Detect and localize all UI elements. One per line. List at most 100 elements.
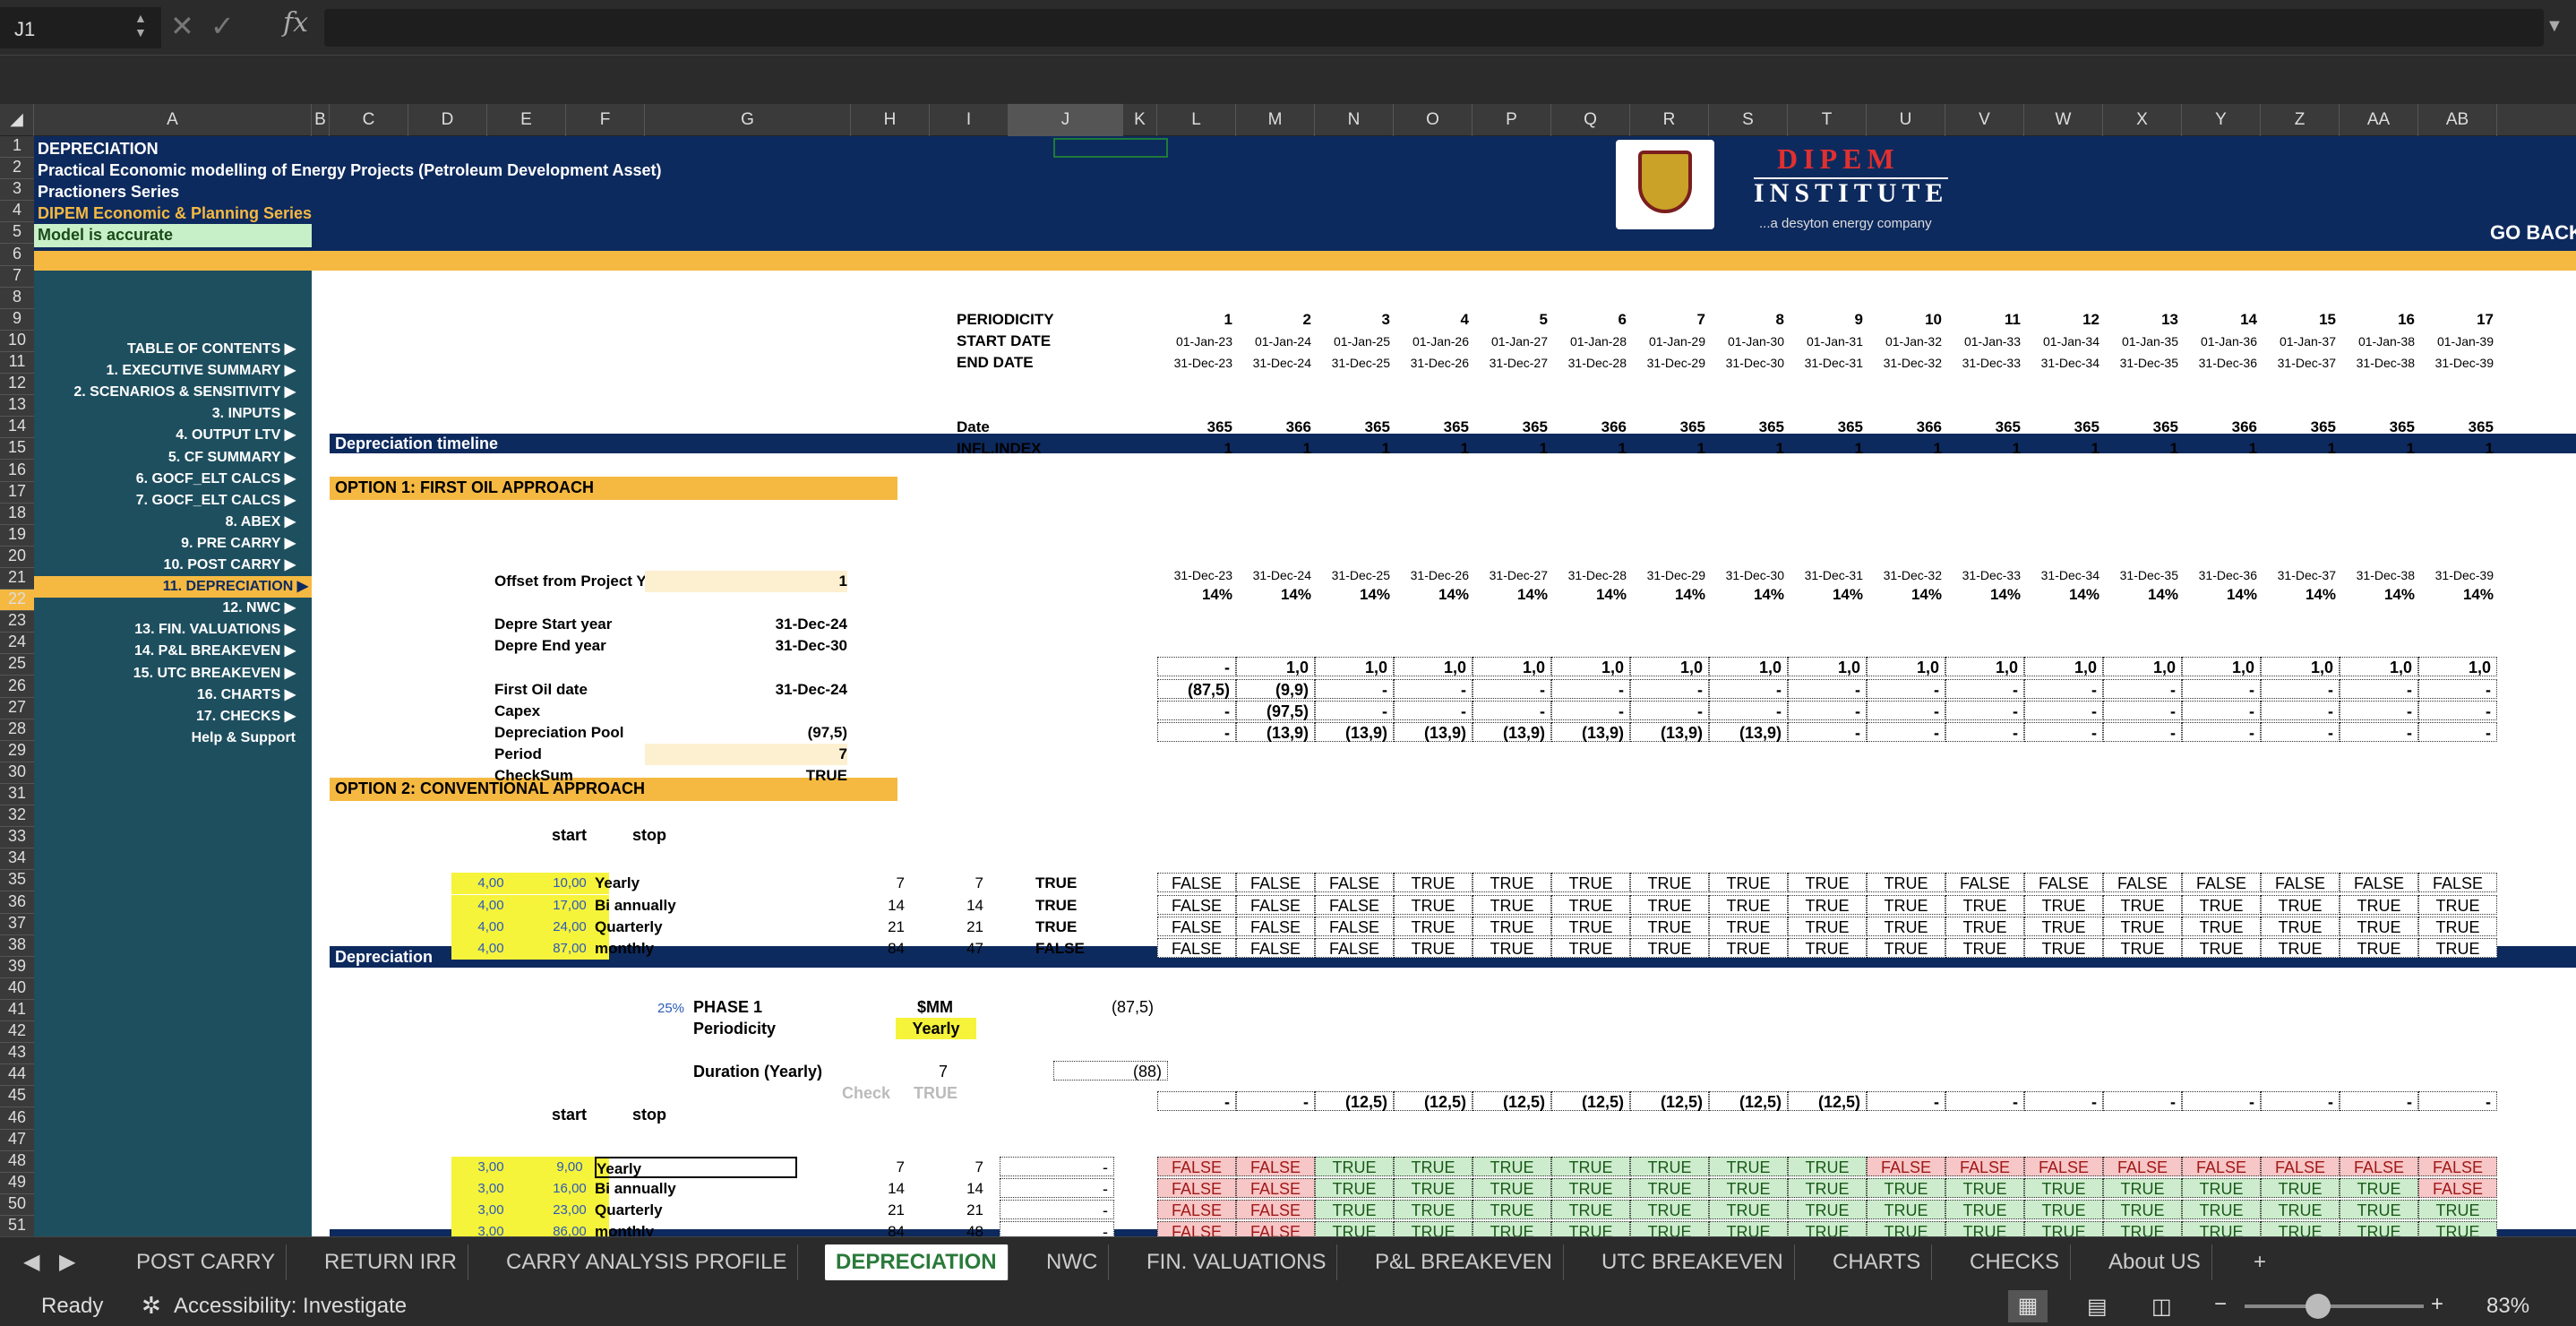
opt1-cell[interactable]: 1,0 xyxy=(1236,657,1315,677)
row-header[interactable]: 19 xyxy=(0,525,34,547)
sidebar-item[interactable]: 11. DEPRECIATION ▶ xyxy=(34,576,312,598)
dep-flag[interactable]: TRUE xyxy=(2340,1177,2418,1198)
opt2-flag[interactable]: FALSE xyxy=(1157,916,1236,936)
opt1-cell[interactable]: - xyxy=(1630,678,1709,699)
row-header[interactable]: 45 xyxy=(0,1086,34,1108)
opt1-cell[interactable]: - xyxy=(1394,678,1473,699)
opt1-cell[interactable]: - xyxy=(2182,700,2261,720)
row-header[interactable]: 43 xyxy=(0,1043,34,1065)
opt2-flag[interactable]: TRUE xyxy=(1394,916,1473,936)
opt2-flag[interactable]: TRUE xyxy=(2261,937,2340,958)
dep-flag[interactable]: TRUE xyxy=(1788,1221,1867,1236)
dep-duration-cell[interactable]: - xyxy=(1867,1091,1945,1112)
sidebar-item[interactable]: 6. GOCF_ELT CALCS ▶ xyxy=(135,470,296,486)
dep-flag[interactable]: TRUE xyxy=(1945,1177,2024,1198)
dep-flag[interactable]: TRUE xyxy=(1551,1156,1630,1176)
sidebar-item[interactable]: 10. POST CARRY ▶ xyxy=(163,557,296,573)
sidebar-item[interactable]: 8. ABEX ▶ xyxy=(225,513,296,530)
opt2-flag[interactable]: TRUE xyxy=(1473,894,1551,915)
accessibility-icon[interactable]: ✲ xyxy=(142,1292,161,1319)
row-header[interactable]: 8 xyxy=(0,288,34,309)
opt2-flag[interactable]: FALSE xyxy=(2182,873,2261,893)
dep-duration-cell[interactable]: (12,5) xyxy=(1709,1091,1788,1112)
col-header-D[interactable]: D xyxy=(408,104,487,136)
opt2-flag[interactable]: TRUE xyxy=(2261,916,2340,936)
opt1-cell[interactable]: 1,0 xyxy=(2340,657,2418,677)
dep-flag[interactable]: FALSE xyxy=(1157,1177,1236,1198)
opt1-cell[interactable]: - xyxy=(1709,678,1788,699)
col-header-G[interactable]: G xyxy=(645,104,851,136)
row-header[interactable]: 20 xyxy=(0,547,34,568)
row-header[interactable]: 21 xyxy=(0,568,34,590)
col-header-U[interactable]: U xyxy=(1867,104,1945,136)
function-icon[interactable]: fx xyxy=(283,7,309,39)
name-box-stepper-icon[interactable]: ▲ ▼ xyxy=(134,11,147,39)
dep-flag[interactable]: TRUE xyxy=(1709,1199,1788,1219)
sidebar-item[interactable]: TABLE OF CONTENTS ▶ xyxy=(127,341,296,357)
col-header-E[interactable]: E xyxy=(487,104,566,136)
dep-flag[interactable]: FALSE xyxy=(1236,1177,1315,1198)
opt2-flag[interactable]: TRUE xyxy=(2418,894,2497,915)
col-header-L[interactable]: L xyxy=(1157,104,1236,136)
opt1-cell[interactable]: 1,0 xyxy=(1709,657,1788,677)
row-header[interactable]: 44 xyxy=(0,1064,34,1087)
dep-flag[interactable]: TRUE xyxy=(1945,1199,2024,1219)
dep-duration-cell[interactable]: - xyxy=(2261,1091,2340,1112)
opt2-flag[interactable]: TRUE xyxy=(1709,894,1788,915)
zoom-in-icon[interactable]: + xyxy=(2431,1292,2444,1316)
dep-flag[interactable]: FALSE xyxy=(1157,1221,1236,1236)
row-header[interactable]: 34 xyxy=(0,848,34,871)
dep-duration-cell[interactable]: - xyxy=(2103,1091,2182,1112)
row-header[interactable]: 7 xyxy=(0,266,34,288)
row-header[interactable]: 2 xyxy=(0,158,34,180)
zoom-level[interactable]: 83% xyxy=(2486,1294,2530,1318)
dep-duration-cell[interactable]: (12,5) xyxy=(1394,1091,1473,1112)
opt1-cell[interactable]: 1,0 xyxy=(2261,657,2340,677)
row-header[interactable]: 16 xyxy=(0,461,34,482)
opt1-cell[interactable]: - xyxy=(1630,700,1709,720)
dep-duration-cell[interactable]: (12,5) xyxy=(1551,1091,1630,1112)
opt1-cell[interactable]: - xyxy=(2182,678,2261,699)
opt2-flag[interactable]: TRUE xyxy=(2024,894,2103,915)
dep-flag[interactable]: TRUE xyxy=(1630,1199,1709,1219)
sheet-tab[interactable]: CARRY ANALYSIS PROFILE xyxy=(495,1244,799,1280)
dep-duration-cell[interactable]: (12,5) xyxy=(1630,1091,1709,1112)
opt1-cell[interactable]: - xyxy=(2182,721,2261,742)
sheet-tab[interactable]: RETURN IRR xyxy=(313,1244,468,1280)
sheet-tab[interactable]: CHECKS xyxy=(1959,1244,2072,1280)
opt1-cell[interactable]: - xyxy=(2418,678,2497,699)
col-header-I[interactable]: I xyxy=(930,104,1009,136)
dep-flag[interactable]: TRUE xyxy=(1394,1156,1473,1176)
opt2-flag[interactable]: TRUE xyxy=(1867,873,1945,893)
page-layout-icon[interactable]: ▤ xyxy=(2087,1295,2108,1319)
opt2-flag[interactable]: TRUE xyxy=(2418,937,2497,958)
row-header[interactable]: 29 xyxy=(0,741,34,762)
add-sheet-icon[interactable]: + xyxy=(2254,1250,2267,1274)
sidebar-item[interactable]: 15. UTC BREAKEVEN ▶ xyxy=(133,665,296,681)
col-header-R[interactable]: R xyxy=(1630,104,1709,136)
dep-duration-cell[interactable]: - xyxy=(1236,1091,1315,1112)
dep-flag[interactable]: TRUE xyxy=(1945,1221,2024,1236)
dep-flag[interactable]: TRUE xyxy=(1315,1156,1394,1176)
opt2-flag[interactable]: TRUE xyxy=(2024,916,2103,936)
dep-flag[interactable]: TRUE xyxy=(1315,1199,1394,1219)
opt2-flag[interactable]: TRUE xyxy=(2182,937,2261,958)
opt1-cell[interactable]: - xyxy=(1867,700,1945,720)
opt1-cell[interactable]: (13,9) xyxy=(1551,721,1630,742)
dep-flag[interactable]: TRUE xyxy=(1788,1156,1867,1176)
opt2-flag[interactable]: FALSE xyxy=(2024,873,2103,893)
dep-flag[interactable]: TRUE xyxy=(2024,1177,2103,1198)
opt1-cell[interactable]: (13,9) xyxy=(1236,721,1315,742)
opt2-flag[interactable]: TRUE xyxy=(1945,937,2024,958)
row-header[interactable]: 4 xyxy=(0,201,34,223)
opt2-flag[interactable]: FALSE xyxy=(1157,937,1236,958)
row-header[interactable]: 37 xyxy=(0,914,34,935)
col-header-A[interactable]: A xyxy=(34,104,312,136)
chevron-down-icon[interactable]: ▼ xyxy=(2546,16,2563,36)
dep-flag[interactable]: TRUE xyxy=(1315,1221,1394,1236)
dep-duration-cell[interactable]: (12,5) xyxy=(1473,1091,1551,1112)
opt1-cell[interactable]: 1,0 xyxy=(2418,657,2497,677)
opt2-flag[interactable]: TRUE xyxy=(1551,894,1630,915)
dep-flag[interactable]: FALSE xyxy=(1236,1221,1315,1236)
dep-flag[interactable]: FALSE xyxy=(1867,1156,1945,1176)
